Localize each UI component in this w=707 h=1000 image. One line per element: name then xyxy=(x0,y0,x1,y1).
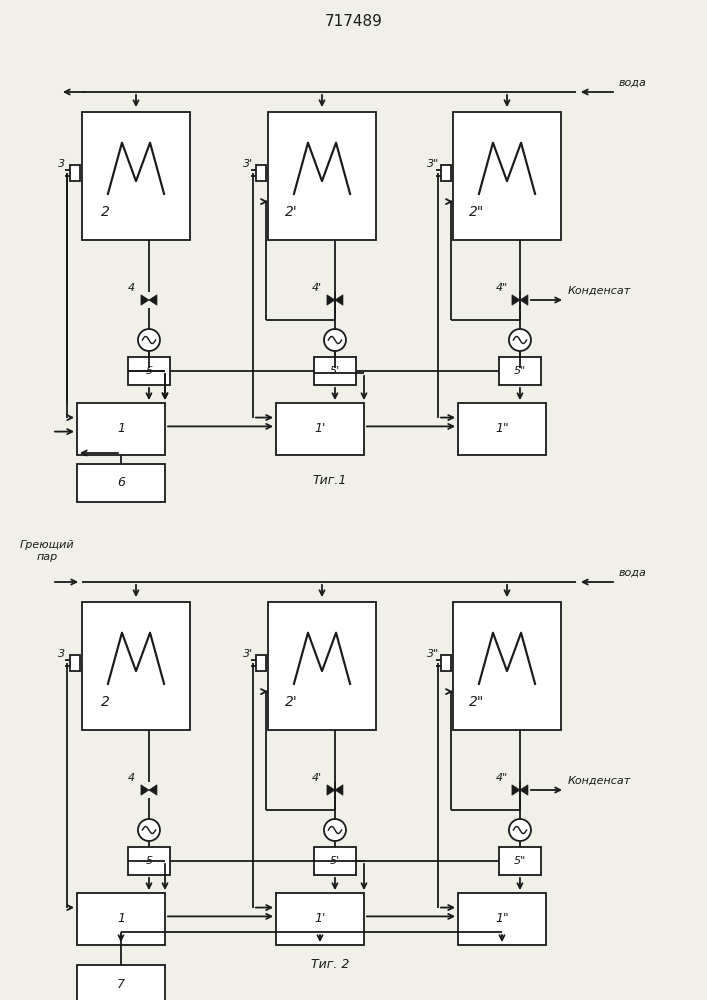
Polygon shape xyxy=(335,295,343,305)
Text: 1': 1' xyxy=(315,912,326,926)
Bar xyxy=(276,403,364,455)
Text: вода: вода xyxy=(619,78,647,88)
Text: 4": 4" xyxy=(496,283,508,293)
Polygon shape xyxy=(327,785,335,795)
Text: 5: 5 xyxy=(146,366,153,376)
Bar xyxy=(77,464,165,502)
Text: 5": 5" xyxy=(514,366,526,376)
Polygon shape xyxy=(512,785,520,795)
Text: Греющий
пар: Греющий пар xyxy=(20,540,74,562)
Text: 3: 3 xyxy=(59,159,66,169)
Polygon shape xyxy=(520,295,528,305)
Polygon shape xyxy=(149,785,157,795)
Polygon shape xyxy=(520,785,528,795)
Text: 2": 2" xyxy=(469,205,484,219)
Circle shape xyxy=(509,329,531,351)
Text: вода: вода xyxy=(619,568,647,578)
Text: 1: 1 xyxy=(117,422,125,436)
Circle shape xyxy=(138,329,160,351)
Text: Конденсат: Конденсат xyxy=(568,286,631,296)
Bar xyxy=(314,357,356,385)
Bar xyxy=(458,893,546,945)
Bar xyxy=(314,847,356,875)
Text: 4: 4 xyxy=(127,773,134,783)
Polygon shape xyxy=(149,295,157,305)
Bar xyxy=(77,965,165,1000)
Text: 1: 1 xyxy=(117,912,125,926)
Text: 2: 2 xyxy=(101,205,110,219)
Bar xyxy=(453,112,561,240)
Bar xyxy=(441,165,451,181)
Polygon shape xyxy=(141,295,149,305)
Bar xyxy=(70,165,80,181)
Polygon shape xyxy=(141,785,149,795)
Bar xyxy=(82,602,190,730)
Polygon shape xyxy=(335,785,343,795)
Text: 3": 3" xyxy=(427,159,439,169)
Polygon shape xyxy=(327,295,335,305)
Text: Τиг.1: Τиг.1 xyxy=(312,474,347,487)
Text: 4": 4" xyxy=(496,773,508,783)
Text: 5": 5" xyxy=(514,856,526,866)
Text: 4': 4' xyxy=(312,773,322,783)
Circle shape xyxy=(138,819,160,841)
Bar xyxy=(276,893,364,945)
Bar xyxy=(453,602,561,730)
Text: 7: 7 xyxy=(117,978,125,990)
Text: 4': 4' xyxy=(312,283,322,293)
Bar xyxy=(268,602,376,730)
Bar xyxy=(128,357,170,385)
Bar xyxy=(70,655,80,671)
Circle shape xyxy=(509,819,531,841)
Bar xyxy=(256,165,266,181)
Bar xyxy=(82,112,190,240)
Bar xyxy=(256,655,266,671)
Text: 3': 3' xyxy=(243,649,253,659)
Text: 1': 1' xyxy=(315,422,326,436)
Text: 5': 5' xyxy=(330,366,340,376)
Bar xyxy=(499,847,541,875)
Text: Τиг. 2: Τиг. 2 xyxy=(311,958,349,972)
Bar xyxy=(77,893,165,945)
Text: 4: 4 xyxy=(127,283,134,293)
Text: 3': 3' xyxy=(243,159,253,169)
Bar xyxy=(458,403,546,455)
Bar xyxy=(128,847,170,875)
Text: 3: 3 xyxy=(59,649,66,659)
Text: 2": 2" xyxy=(469,695,484,709)
Text: 2': 2' xyxy=(286,205,298,219)
Text: 1": 1" xyxy=(495,912,509,926)
Text: Конденсат: Конденсат xyxy=(568,776,631,786)
Text: 5: 5 xyxy=(146,856,153,866)
Text: 2': 2' xyxy=(286,695,298,709)
Circle shape xyxy=(324,819,346,841)
Circle shape xyxy=(324,329,346,351)
Text: 1": 1" xyxy=(495,422,509,436)
Text: 5': 5' xyxy=(330,856,340,866)
Polygon shape xyxy=(512,295,520,305)
Bar xyxy=(441,655,451,671)
Bar xyxy=(499,357,541,385)
Text: 6: 6 xyxy=(117,477,125,489)
Bar xyxy=(77,403,165,455)
Text: 717489: 717489 xyxy=(325,14,383,29)
Text: 2: 2 xyxy=(101,695,110,709)
Text: 3": 3" xyxy=(427,649,439,659)
Bar xyxy=(268,112,376,240)
